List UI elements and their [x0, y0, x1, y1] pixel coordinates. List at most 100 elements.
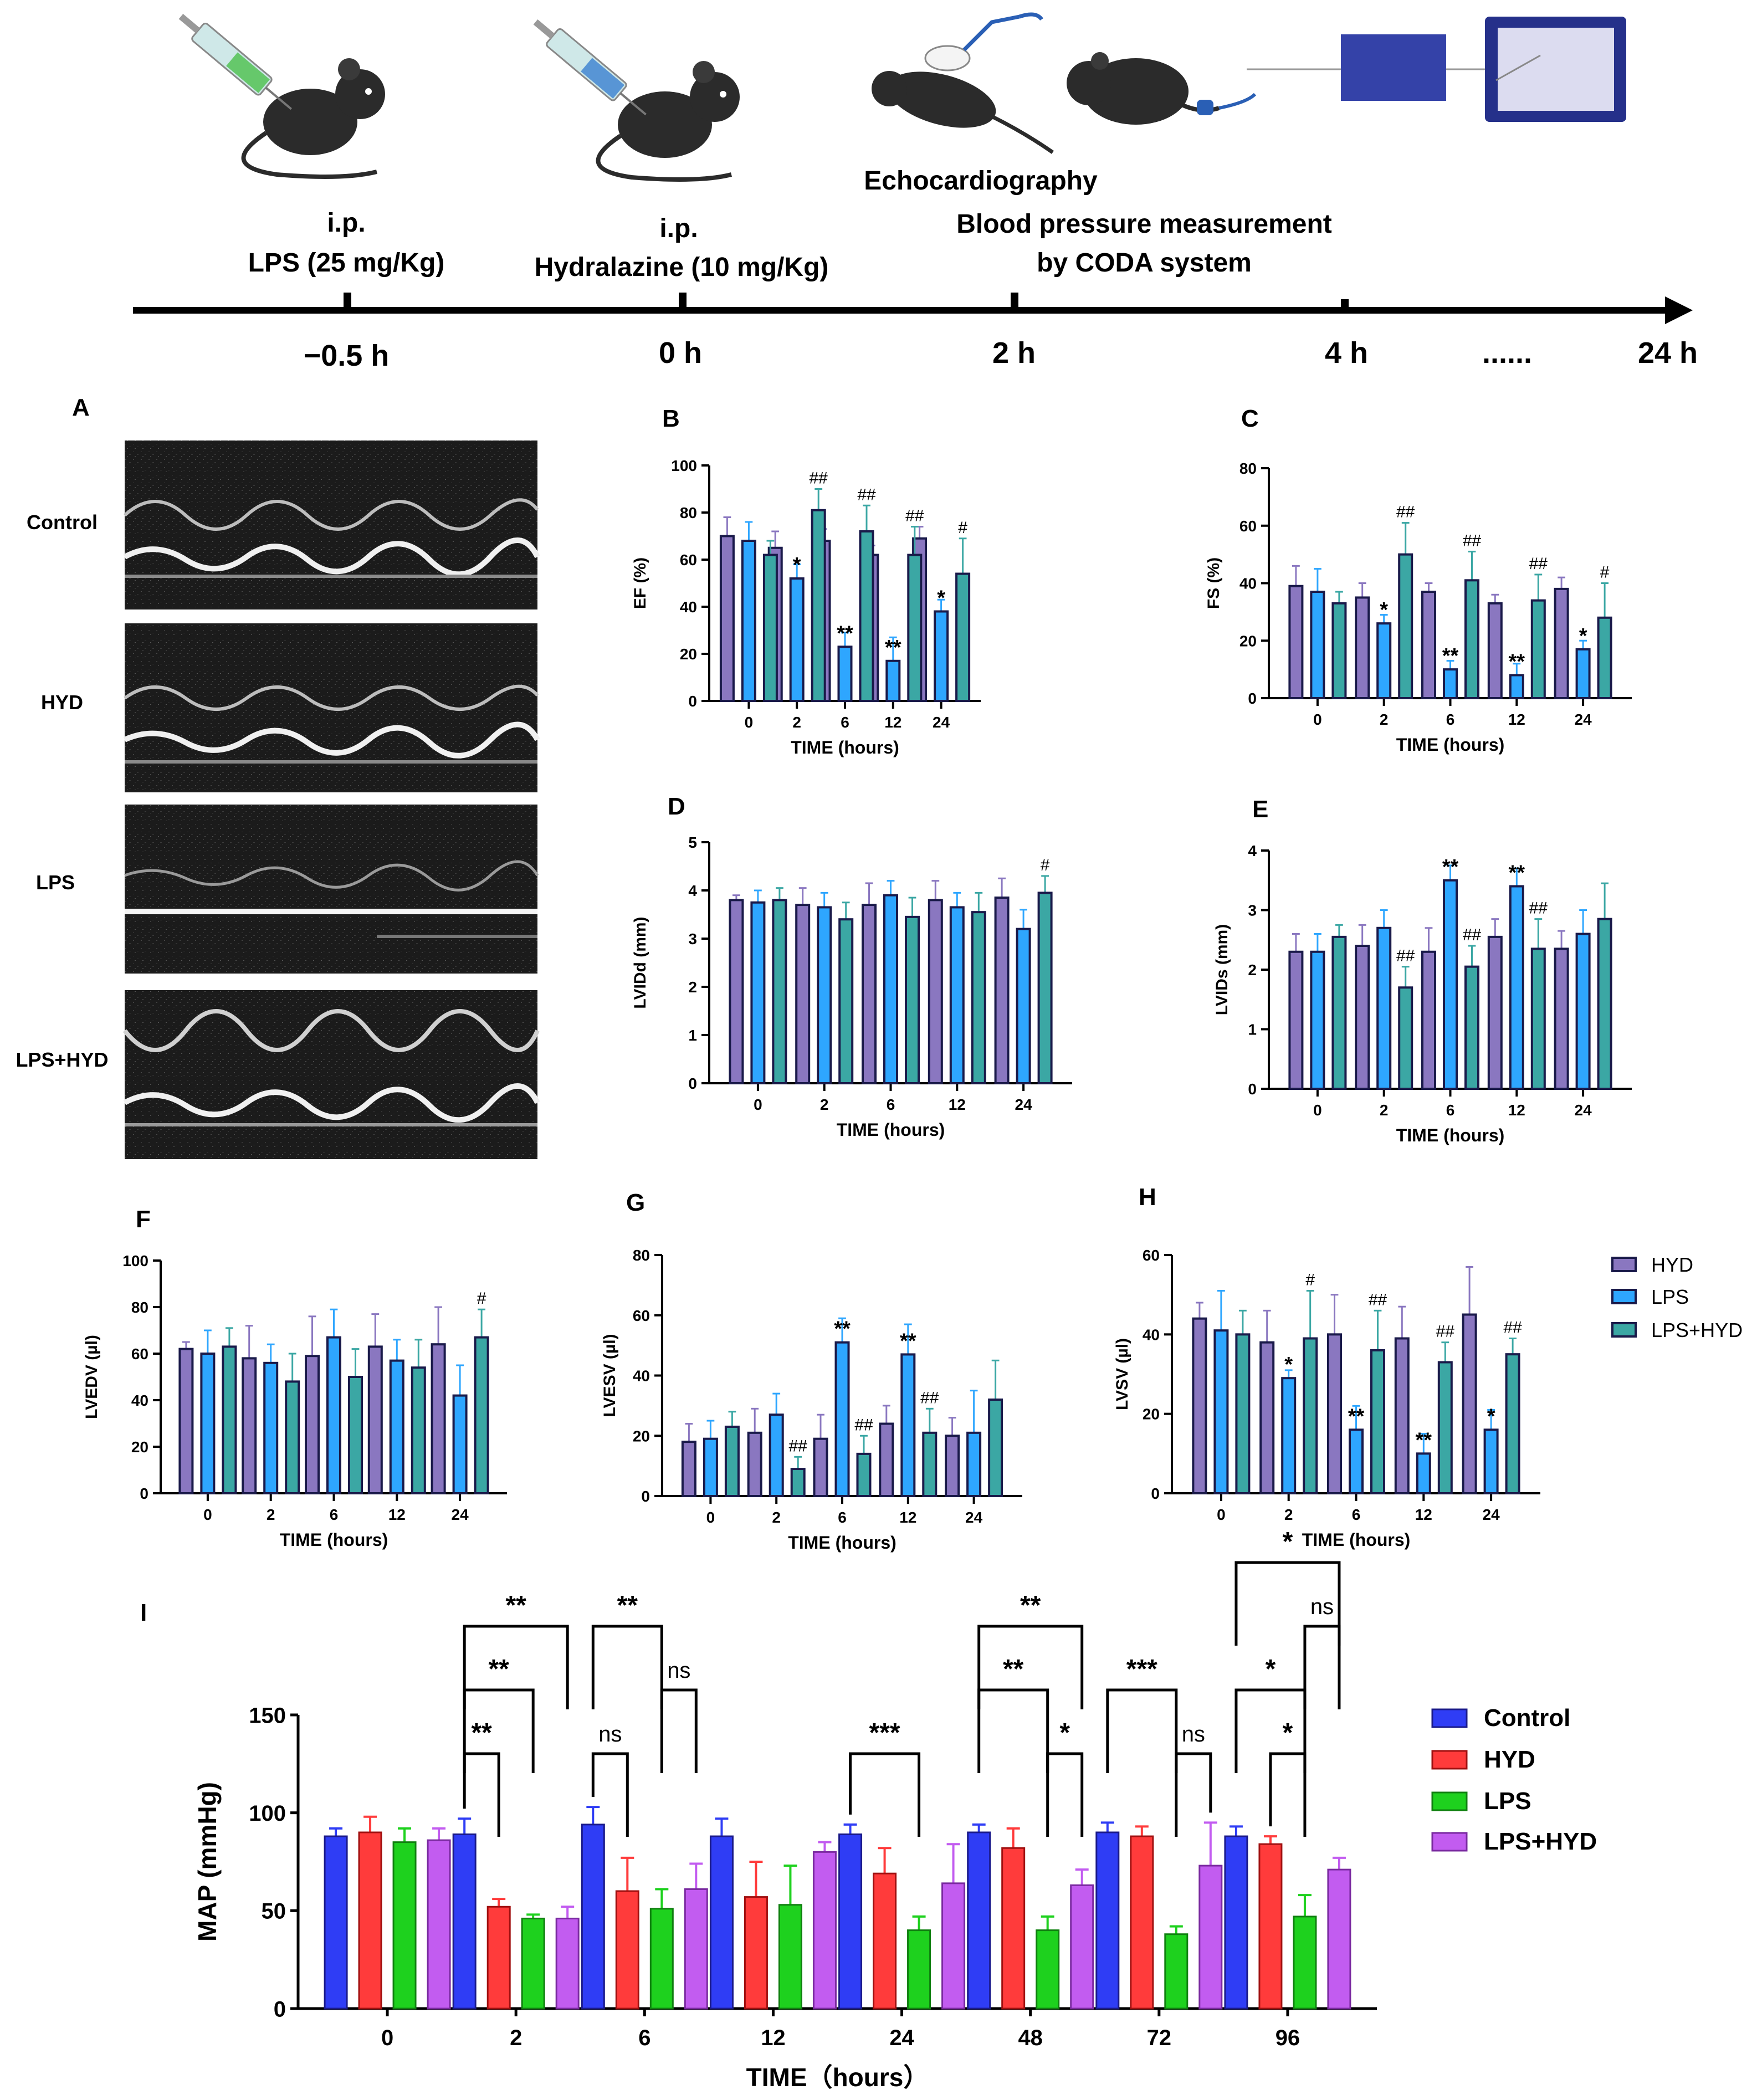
significance-mark: ** — [885, 636, 901, 659]
y-tick-label: 20 — [1143, 1406, 1160, 1423]
x-tick-label: 6 — [1352, 1506, 1361, 1523]
x-axis-label: TIME (hours) — [1396, 735, 1505, 755]
x-tick-label: 12 — [949, 1096, 966, 1113]
bar — [1575, 933, 1591, 1090]
comparison-bracket — [463, 1688, 535, 1773]
significance-mark: * — [793, 554, 801, 577]
y-tick-label: 0 — [274, 1997, 286, 2021]
bar — [200, 1353, 216, 1494]
x-axis-label: TIME (hours) — [837, 1120, 945, 1140]
x-tick-label: 12 — [1508, 711, 1525, 728]
mouse-2-illustration — [596, 61, 740, 182]
y-tick-label: 0 — [688, 1075, 697, 1092]
significance-mark: * — [1579, 624, 1587, 648]
bar — [1462, 1313, 1477, 1494]
bar — [1421, 591, 1436, 699]
y-tick-label: 0 — [1248, 690, 1257, 707]
comparison-label: *** — [869, 1718, 900, 1748]
map-legend-label-hyd: HYD — [1484, 1746, 1535, 1773]
legend-small: HYD LPS LPS+HYD — [1611, 1253, 1743, 1341]
y-axis-label: FS (%) — [1205, 557, 1223, 609]
y-tick-label: 0 — [140, 1485, 148, 1502]
bar — [862, 904, 877, 1084]
time-label-end: 24 h — [1638, 336, 1698, 370]
significance-mark: # — [1305, 1271, 1315, 1289]
comparison-label: ** — [1020, 1591, 1041, 1620]
event-4-label: Blood pressure measurement — [956, 209, 1332, 239]
bar — [1037, 892, 1053, 1084]
bar — [1421, 950, 1436, 1090]
bar — [747, 1431, 762, 1497]
comparison-bracket — [1269, 1752, 1307, 1837]
x-tick-label: 12 — [899, 1509, 916, 1526]
panel-letter-i: I — [140, 1599, 147, 1626]
bar — [994, 897, 1010, 1085]
panel-letter-g: G — [626, 1189, 645, 1216]
significance-mark: ## — [1436, 1323, 1455, 1341]
bar — [1505, 1353, 1520, 1495]
significance-mark: ## — [789, 1437, 808, 1455]
bar — [649, 1908, 674, 2010]
bar — [811, 509, 826, 702]
timeline-ellipsis: ...... — [1482, 336, 1532, 370]
x-tick-label: 24 — [1575, 711, 1592, 728]
syringe-1-icon — [178, 14, 292, 110]
bar — [703, 1437, 718, 1497]
bar — [411, 1366, 426, 1494]
syringe-2-icon — [533, 19, 647, 116]
x-tick-label: 2 — [267, 1506, 275, 1523]
significance-mark: ## — [1463, 531, 1482, 550]
bar — [750, 901, 766, 1084]
bar — [242, 1357, 257, 1494]
significance-mark: ## — [857, 485, 876, 504]
bar — [581, 1824, 605, 2010]
significance-mark: # — [1041, 856, 1050, 874]
bar — [719, 535, 735, 702]
significance-mark: ** — [900, 1329, 916, 1353]
bar — [907, 1929, 931, 2010]
event-1-route: i.p. — [327, 208, 365, 238]
bar — [367, 1345, 383, 1494]
event-4-sublabel: by CODA system — [1037, 248, 1252, 278]
comparison-label: *** — [1126, 1655, 1157, 1684]
map-legend-swatch-control — [1431, 1708, 1468, 1728]
chart-f: F 0 20 40 60 80 100 0 2 6 12 24 TIME (hours) LVEDV (µ… — [83, 1206, 507, 1550]
bar — [879, 1422, 894, 1497]
bar — [1327, 1333, 1342, 1494]
bar — [778, 1904, 802, 2010]
significance-mark: ** — [1442, 644, 1459, 668]
bar — [1416, 1452, 1431, 1494]
map-legend-label-lps: LPS — [1484, 1787, 1531, 1815]
x-tick-label: 2 — [510, 2026, 522, 2050]
coda-system-icon — [1247, 17, 1626, 122]
bar — [1355, 945, 1370, 1090]
comparison-label: ns — [1310, 1595, 1334, 1619]
x-tick-label: 2 — [1380, 1102, 1389, 1119]
x-axis-label: TIME (hours) — [788, 1533, 897, 1553]
significance-mark: ## — [1463, 926, 1482, 944]
echo-image-control — [123, 441, 540, 609]
significance-mark: ** — [1509, 862, 1525, 885]
bar — [837, 646, 853, 702]
bar — [1355, 596, 1370, 699]
bar — [1394, 1337, 1410, 1494]
bar — [1349, 1428, 1364, 1494]
comparison-label: * — [1266, 1655, 1276, 1684]
y-axis-label: LVIDd (mm) — [631, 916, 649, 1008]
bar — [1575, 648, 1591, 699]
tick-1 — [344, 293, 351, 310]
bar — [1070, 1884, 1094, 2010]
bar — [1398, 986, 1413, 1090]
bar — [838, 1833, 863, 2010]
echo-image-hyd — [123, 623, 540, 792]
y-tick-label: 2 — [1248, 961, 1257, 979]
y-axis-label: LVSV (µl) — [1113, 1338, 1131, 1410]
significance-mark: ## — [810, 469, 828, 488]
legend-label-hyd: HYD — [1651, 1253, 1693, 1276]
map-legend-label-control: Control — [1484, 1704, 1570, 1732]
bar — [1376, 926, 1392, 1090]
bar — [1327, 1868, 1351, 2010]
comparison-label: ns — [598, 1722, 622, 1746]
echo-label-lps: LPS — [36, 871, 75, 894]
